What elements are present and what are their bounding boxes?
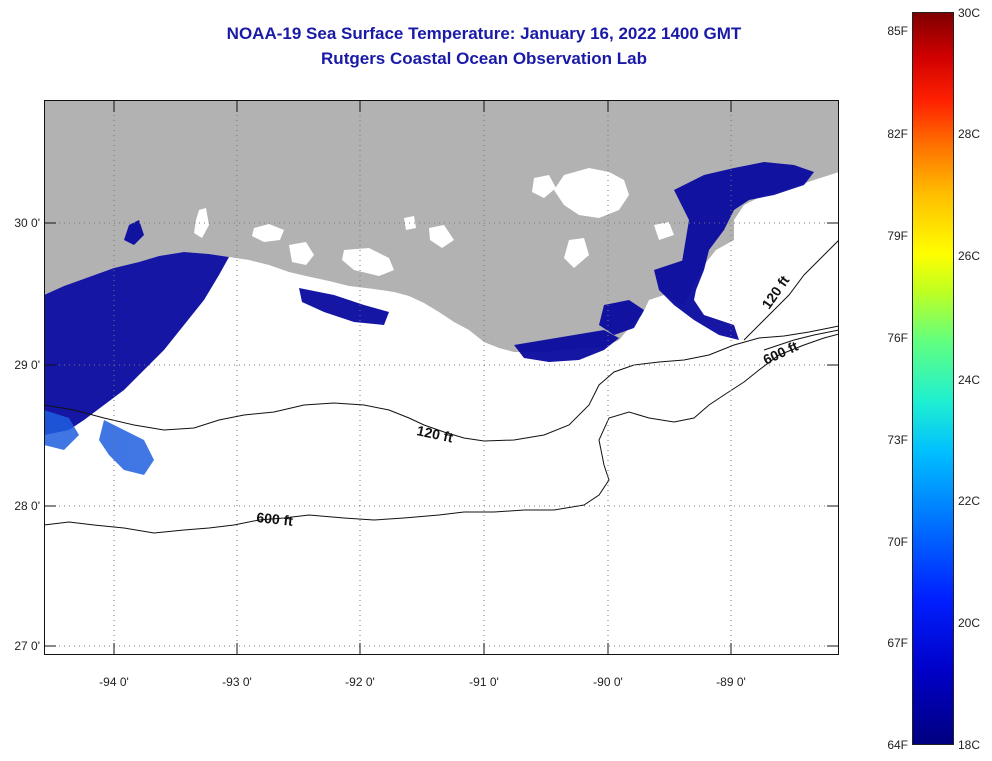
map-subtitle: Rutgers Coastal Ocean Observation Lab xyxy=(321,49,647,68)
contour-label-120-east: 120 ft xyxy=(758,272,792,311)
colorbar-c-label: 18C xyxy=(958,738,981,752)
colorbar-f-label: 70F xyxy=(887,535,908,549)
lon-label-92: -92 0' xyxy=(345,675,375,689)
colorbar-f-label: 76F xyxy=(887,331,908,345)
lon-label-93: -93 0' xyxy=(222,675,252,689)
colorbar-c-label: 26C xyxy=(958,249,981,263)
lat-label-29: 29 0' xyxy=(14,358,40,372)
colorbar-f-label: 85F xyxy=(887,24,908,38)
colorbar-c-label: 28C xyxy=(958,127,981,141)
contour-600ft-east xyxy=(763,329,840,351)
cloud-patches xyxy=(194,168,674,276)
map-area: 120 ft 600 ft 120 ft 600 ft xyxy=(43,100,840,655)
lon-label-91: -91 0' xyxy=(469,675,499,689)
sst-map: 120 ft 600 ft 120 ft 600 ft xyxy=(43,100,840,655)
contour-label-120-west: 120 ft xyxy=(415,422,454,445)
map-title: NOAA-19 Sea Surface Temperature: January… xyxy=(226,24,742,43)
lon-label-89: -89 0' xyxy=(716,675,746,689)
tick-marks xyxy=(44,100,839,655)
map-border xyxy=(44,100,839,655)
lat-label-30: 30 0' xyxy=(14,216,40,230)
lon-label-90: -90 0' xyxy=(593,675,623,689)
contour-120ft-east xyxy=(743,239,840,341)
colorbar-f-label: 73F xyxy=(887,433,908,447)
lon-label-94: -94 0' xyxy=(99,675,129,689)
contour-label-600-west: 600 ft xyxy=(256,509,294,529)
colorbar-c-label: 24C xyxy=(958,373,981,387)
colorbar-c-label: 30C xyxy=(958,6,981,20)
colorbar-f-label: 67F xyxy=(887,636,908,650)
colorbar-f-label: 82F xyxy=(887,127,908,141)
contour-120ft xyxy=(43,325,840,442)
lat-label-27: 27 0' xyxy=(14,639,40,653)
temperature-colorbar xyxy=(912,12,954,745)
sst-warm-patch xyxy=(44,410,154,475)
contour-label-600-east: 600 ft xyxy=(761,338,801,368)
colorbar-c-label: 22C xyxy=(958,494,981,508)
sst-cold-water xyxy=(44,162,814,435)
colorbar-c-label: 20C xyxy=(958,616,981,630)
contour-600ft xyxy=(43,333,840,534)
lat-label-28: 28 0' xyxy=(14,499,40,513)
colorbar-f-label: 64F xyxy=(887,738,908,752)
colorbar-f-label: 79F xyxy=(887,229,908,243)
